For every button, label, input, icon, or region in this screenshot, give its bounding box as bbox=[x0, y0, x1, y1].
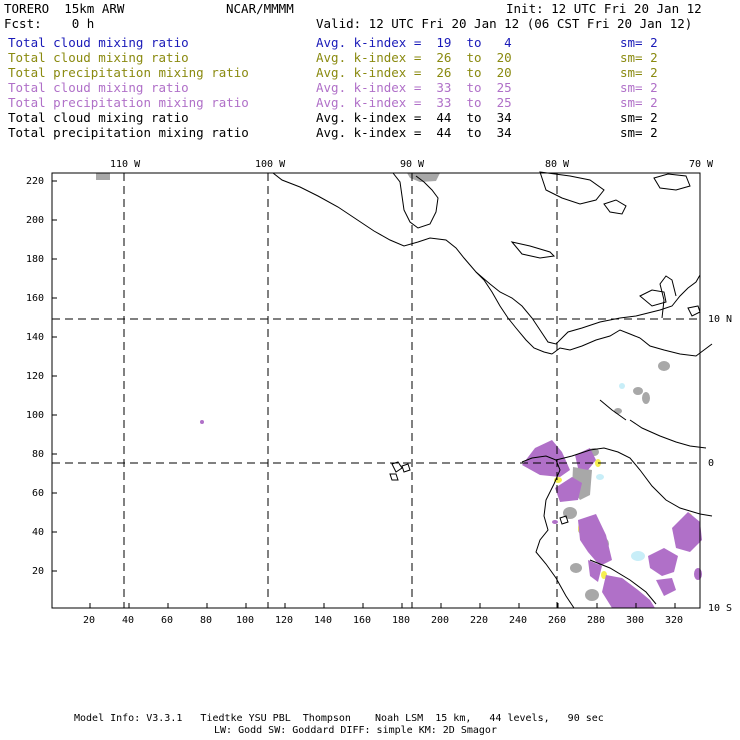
lon-label-100w: 100 W bbox=[255, 159, 286, 170]
x-tick: 60 bbox=[161, 615, 174, 626]
lat-label-10n: 10 N bbox=[708, 314, 733, 325]
legend-field-5: Total precipitation mixing ratio bbox=[8, 95, 249, 110]
lon-label-70w: 70 W bbox=[689, 159, 714, 170]
axis-ticks bbox=[52, 180, 676, 608]
x-tick: 240 bbox=[509, 615, 528, 626]
y-tick: 60 bbox=[32, 488, 45, 499]
legend-kindex-7: Avg. k-index = 44 to 34 bbox=[316, 125, 512, 140]
y-tick: 40 bbox=[32, 527, 45, 538]
legend-kindex-1: Avg. k-index = 19 to 4 bbox=[316, 35, 512, 50]
legend-field-7: Total precipitation mixing ratio bbox=[8, 125, 249, 140]
x-tick: 260 bbox=[548, 615, 567, 626]
lon-label-110w: 110 W bbox=[110, 159, 141, 170]
model-name: TORERO 15km ARW bbox=[4, 1, 125, 16]
y-tick: 180 bbox=[26, 254, 45, 265]
legend-sm-5: sm= 2 bbox=[620, 95, 658, 110]
y-tick: 100 bbox=[26, 410, 45, 421]
x-tick: 100 bbox=[236, 615, 255, 626]
plot-frame bbox=[51, 172, 701, 609]
y-tick: 120 bbox=[26, 371, 45, 382]
legend-field-3: Total precipitation mixing ratio bbox=[8, 65, 249, 80]
legend-sm-6: sm= 2 bbox=[620, 110, 658, 125]
lat-label-10s: 10 S bbox=[708, 603, 733, 614]
y-tick: 80 bbox=[32, 449, 45, 460]
y-tick: 160 bbox=[26, 293, 45, 304]
y-tick: 220 bbox=[26, 176, 45, 187]
legend-kindex-4: Avg. k-index = 33 to 25 bbox=[316, 80, 512, 95]
y-tick: 200 bbox=[26, 215, 45, 226]
y-tick: 140 bbox=[26, 332, 45, 343]
legend-kindex-6: Avg. k-index = 44 to 34 bbox=[316, 110, 512, 125]
x-tick: 200 bbox=[431, 615, 450, 626]
x-tick: 120 bbox=[275, 615, 294, 626]
legend-kindex-5: Avg. k-index = 33 to 25 bbox=[316, 95, 512, 110]
lat-lon-grid bbox=[52, 173, 700, 608]
legend-sm-3: sm= 2 bbox=[620, 65, 658, 80]
coastlines bbox=[272, 171, 713, 609]
x-tick: 320 bbox=[665, 615, 684, 626]
legend-field-1: Total cloud mixing ratio bbox=[8, 35, 189, 50]
lon-label-90w: 90 W bbox=[400, 159, 425, 170]
x-tick: 160 bbox=[353, 615, 372, 626]
legend-field-6: Total cloud mixing ratio bbox=[8, 110, 189, 125]
x-tick: 80 bbox=[200, 615, 213, 626]
model-info-line2: LW: Godd SW: Goddard DIFF: simple KM: 2D… bbox=[214, 725, 497, 736]
center-name: NCAR/MMMM bbox=[226, 1, 294, 16]
lon-label-80w: 80 W bbox=[545, 159, 570, 170]
legend-sm-4: sm= 2 bbox=[620, 80, 658, 95]
x-tick: 300 bbox=[626, 615, 645, 626]
x-tick: 180 bbox=[392, 615, 411, 626]
legend-kindex-3: Avg. k-index = 26 to 20 bbox=[316, 65, 512, 80]
forecast-hour: Fcst: 0 h bbox=[4, 16, 95, 31]
x-tick: 140 bbox=[314, 615, 333, 626]
cloud-mixing-shading bbox=[96, 173, 702, 608]
legend-field-2: Total cloud mixing ratio bbox=[8, 50, 189, 65]
init-time: Init: 12 UTC Fri 20 Jan 12 bbox=[506, 1, 702, 16]
y-tick: 20 bbox=[32, 566, 45, 577]
legend-sm-2: sm= 2 bbox=[620, 50, 658, 65]
model-info-line1: Model Info: V3.3.1 Tiedtke YSU PBL Thomp… bbox=[74, 713, 604, 724]
x-tick: 40 bbox=[122, 615, 135, 626]
legend-sm-7: sm= 2 bbox=[620, 125, 658, 140]
x-tick: 220 bbox=[470, 615, 489, 626]
legend-kindex-2: Avg. k-index = 26 to 20 bbox=[316, 50, 512, 65]
x-tick: 20 bbox=[83, 615, 96, 626]
lat-label-0: 0 bbox=[708, 458, 715, 469]
legend-sm-1: sm= 2 bbox=[620, 35, 658, 50]
valid-time: Valid: 12 UTC Fri 20 Jan 12 (06 CST Fri … bbox=[316, 16, 693, 31]
x-tick: 280 bbox=[587, 615, 606, 626]
legend-field-4: Total cloud mixing ratio bbox=[8, 80, 189, 95]
